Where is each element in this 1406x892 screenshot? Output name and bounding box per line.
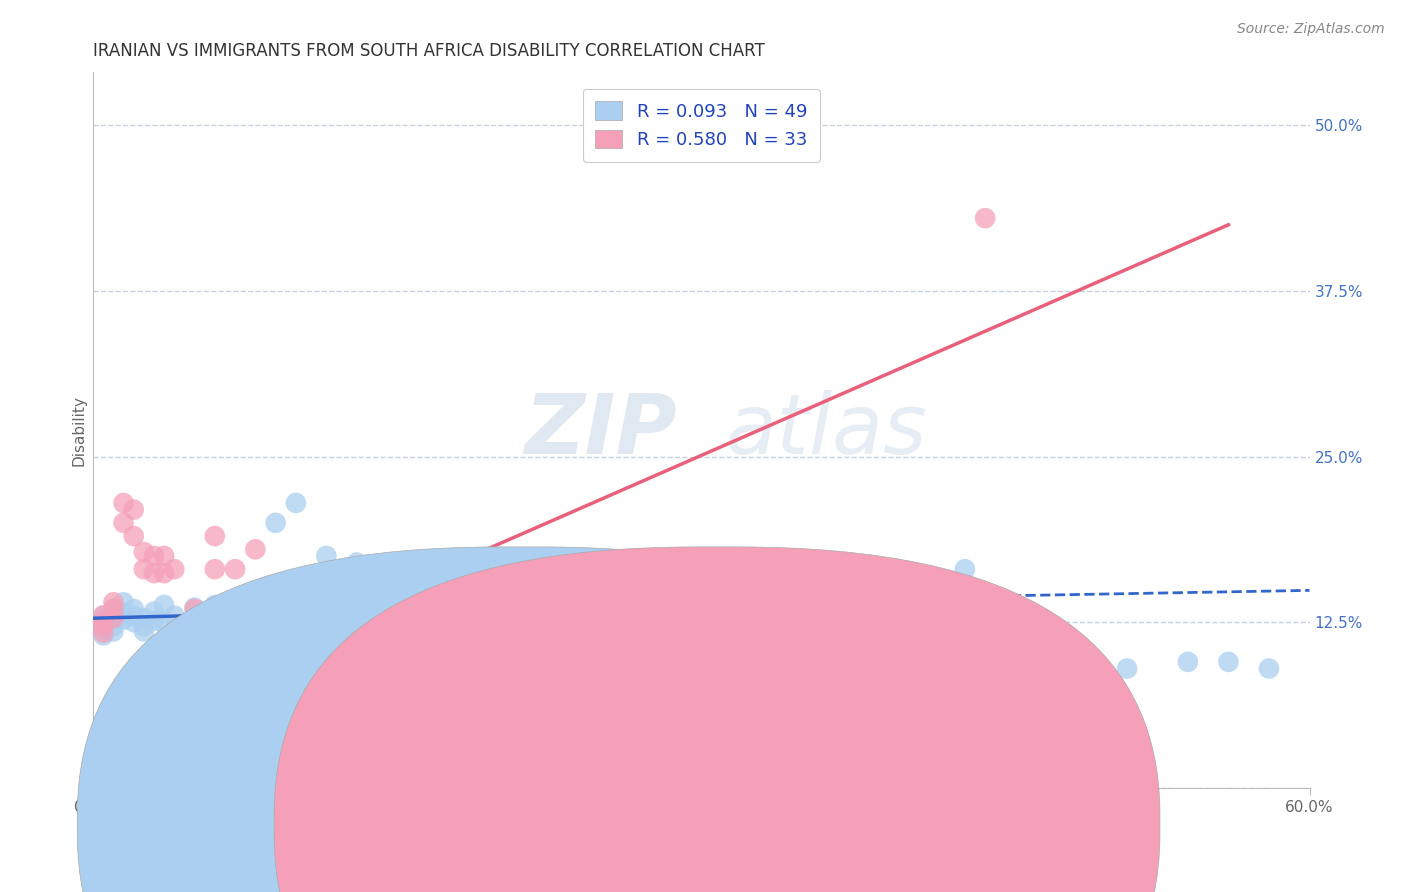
- Point: [103, 619, 125, 633]
- Point: [406, 559, 429, 574]
- Point: [103, 611, 125, 625]
- Point: [163, 608, 186, 623]
- Point: [143, 614, 166, 628]
- Text: atlas: atlas: [725, 390, 928, 471]
- Point: [467, 556, 489, 570]
- Point: [91, 622, 114, 636]
- Point: [953, 562, 976, 576]
- Point: [103, 602, 125, 616]
- Point: [112, 595, 135, 609]
- Point: [387, 559, 409, 574]
- Point: [103, 611, 125, 625]
- Point: [1218, 655, 1240, 669]
- Point: [132, 624, 155, 639]
- Text: Source: ZipAtlas.com: Source: ZipAtlas.com: [1237, 22, 1385, 37]
- Point: [122, 602, 145, 616]
- Point: [224, 562, 246, 576]
- Point: [183, 600, 205, 615]
- Point: [163, 622, 186, 636]
- Point: [153, 598, 176, 612]
- Point: [426, 559, 449, 574]
- Point: [548, 648, 571, 663]
- Point: [183, 615, 205, 629]
- Legend: R = 0.093   N = 49, R = 0.580   N = 33: R = 0.093 N = 49, R = 0.580 N = 33: [582, 88, 820, 161]
- Point: [143, 605, 166, 619]
- Point: [1258, 661, 1281, 675]
- Point: [346, 556, 368, 570]
- Point: [122, 502, 145, 516]
- Point: [112, 613, 135, 627]
- Point: [122, 615, 145, 629]
- Point: [122, 529, 145, 543]
- Point: [91, 608, 114, 623]
- Text: IRANIAN VS IMMIGRANTS FROM SOUTH AFRICA DISABILITY CORRELATION CHART: IRANIAN VS IMMIGRANTS FROM SOUTH AFRICA …: [93, 42, 765, 60]
- Point: [91, 619, 114, 633]
- Point: [690, 562, 713, 576]
- Point: [132, 545, 155, 559]
- Point: [132, 619, 155, 633]
- Point: [264, 516, 287, 530]
- Point: [183, 602, 205, 616]
- Point: [284, 635, 307, 649]
- Point: [91, 608, 114, 623]
- Point: [143, 549, 166, 563]
- Point: [305, 569, 328, 583]
- Point: [112, 606, 135, 620]
- Text: ZIP: ZIP: [524, 390, 678, 471]
- Point: [1035, 648, 1057, 663]
- Y-axis label: Disability: Disability: [72, 394, 86, 466]
- Point: [284, 496, 307, 510]
- Point: [153, 566, 176, 581]
- Point: [122, 608, 145, 623]
- Point: [153, 616, 176, 631]
- Point: [488, 562, 510, 576]
- Point: [245, 542, 267, 557]
- Point: [792, 674, 814, 689]
- Point: [143, 566, 166, 581]
- Point: [974, 211, 997, 226]
- Point: [1116, 661, 1139, 675]
- Point: [630, 562, 652, 576]
- Point: [406, 575, 429, 590]
- Point: [346, 562, 368, 576]
- Point: [527, 641, 550, 656]
- Point: [112, 516, 135, 530]
- Point: [132, 562, 155, 576]
- Point: [974, 661, 997, 675]
- Point: [132, 611, 155, 625]
- Text: Iranians: Iranians: [548, 817, 609, 832]
- Point: [204, 598, 226, 612]
- Point: [183, 614, 205, 628]
- Point: [103, 624, 125, 639]
- Point: [103, 602, 125, 616]
- Text: Immigrants from South Africa: Immigrants from South Africa: [745, 817, 972, 832]
- Point: [447, 562, 470, 576]
- Point: [224, 595, 246, 609]
- Point: [91, 615, 114, 629]
- Point: [245, 602, 267, 616]
- Point: [832, 661, 855, 675]
- Point: [1177, 655, 1199, 669]
- Point: [204, 529, 226, 543]
- Point: [315, 549, 337, 563]
- Point: [153, 549, 176, 563]
- Point: [163, 562, 186, 576]
- Point: [91, 628, 114, 642]
- Point: [91, 615, 114, 629]
- Point: [103, 595, 125, 609]
- Point: [91, 625, 114, 640]
- Point: [264, 608, 287, 623]
- Point: [132, 701, 155, 715]
- Point: [204, 562, 226, 576]
- Point: [112, 496, 135, 510]
